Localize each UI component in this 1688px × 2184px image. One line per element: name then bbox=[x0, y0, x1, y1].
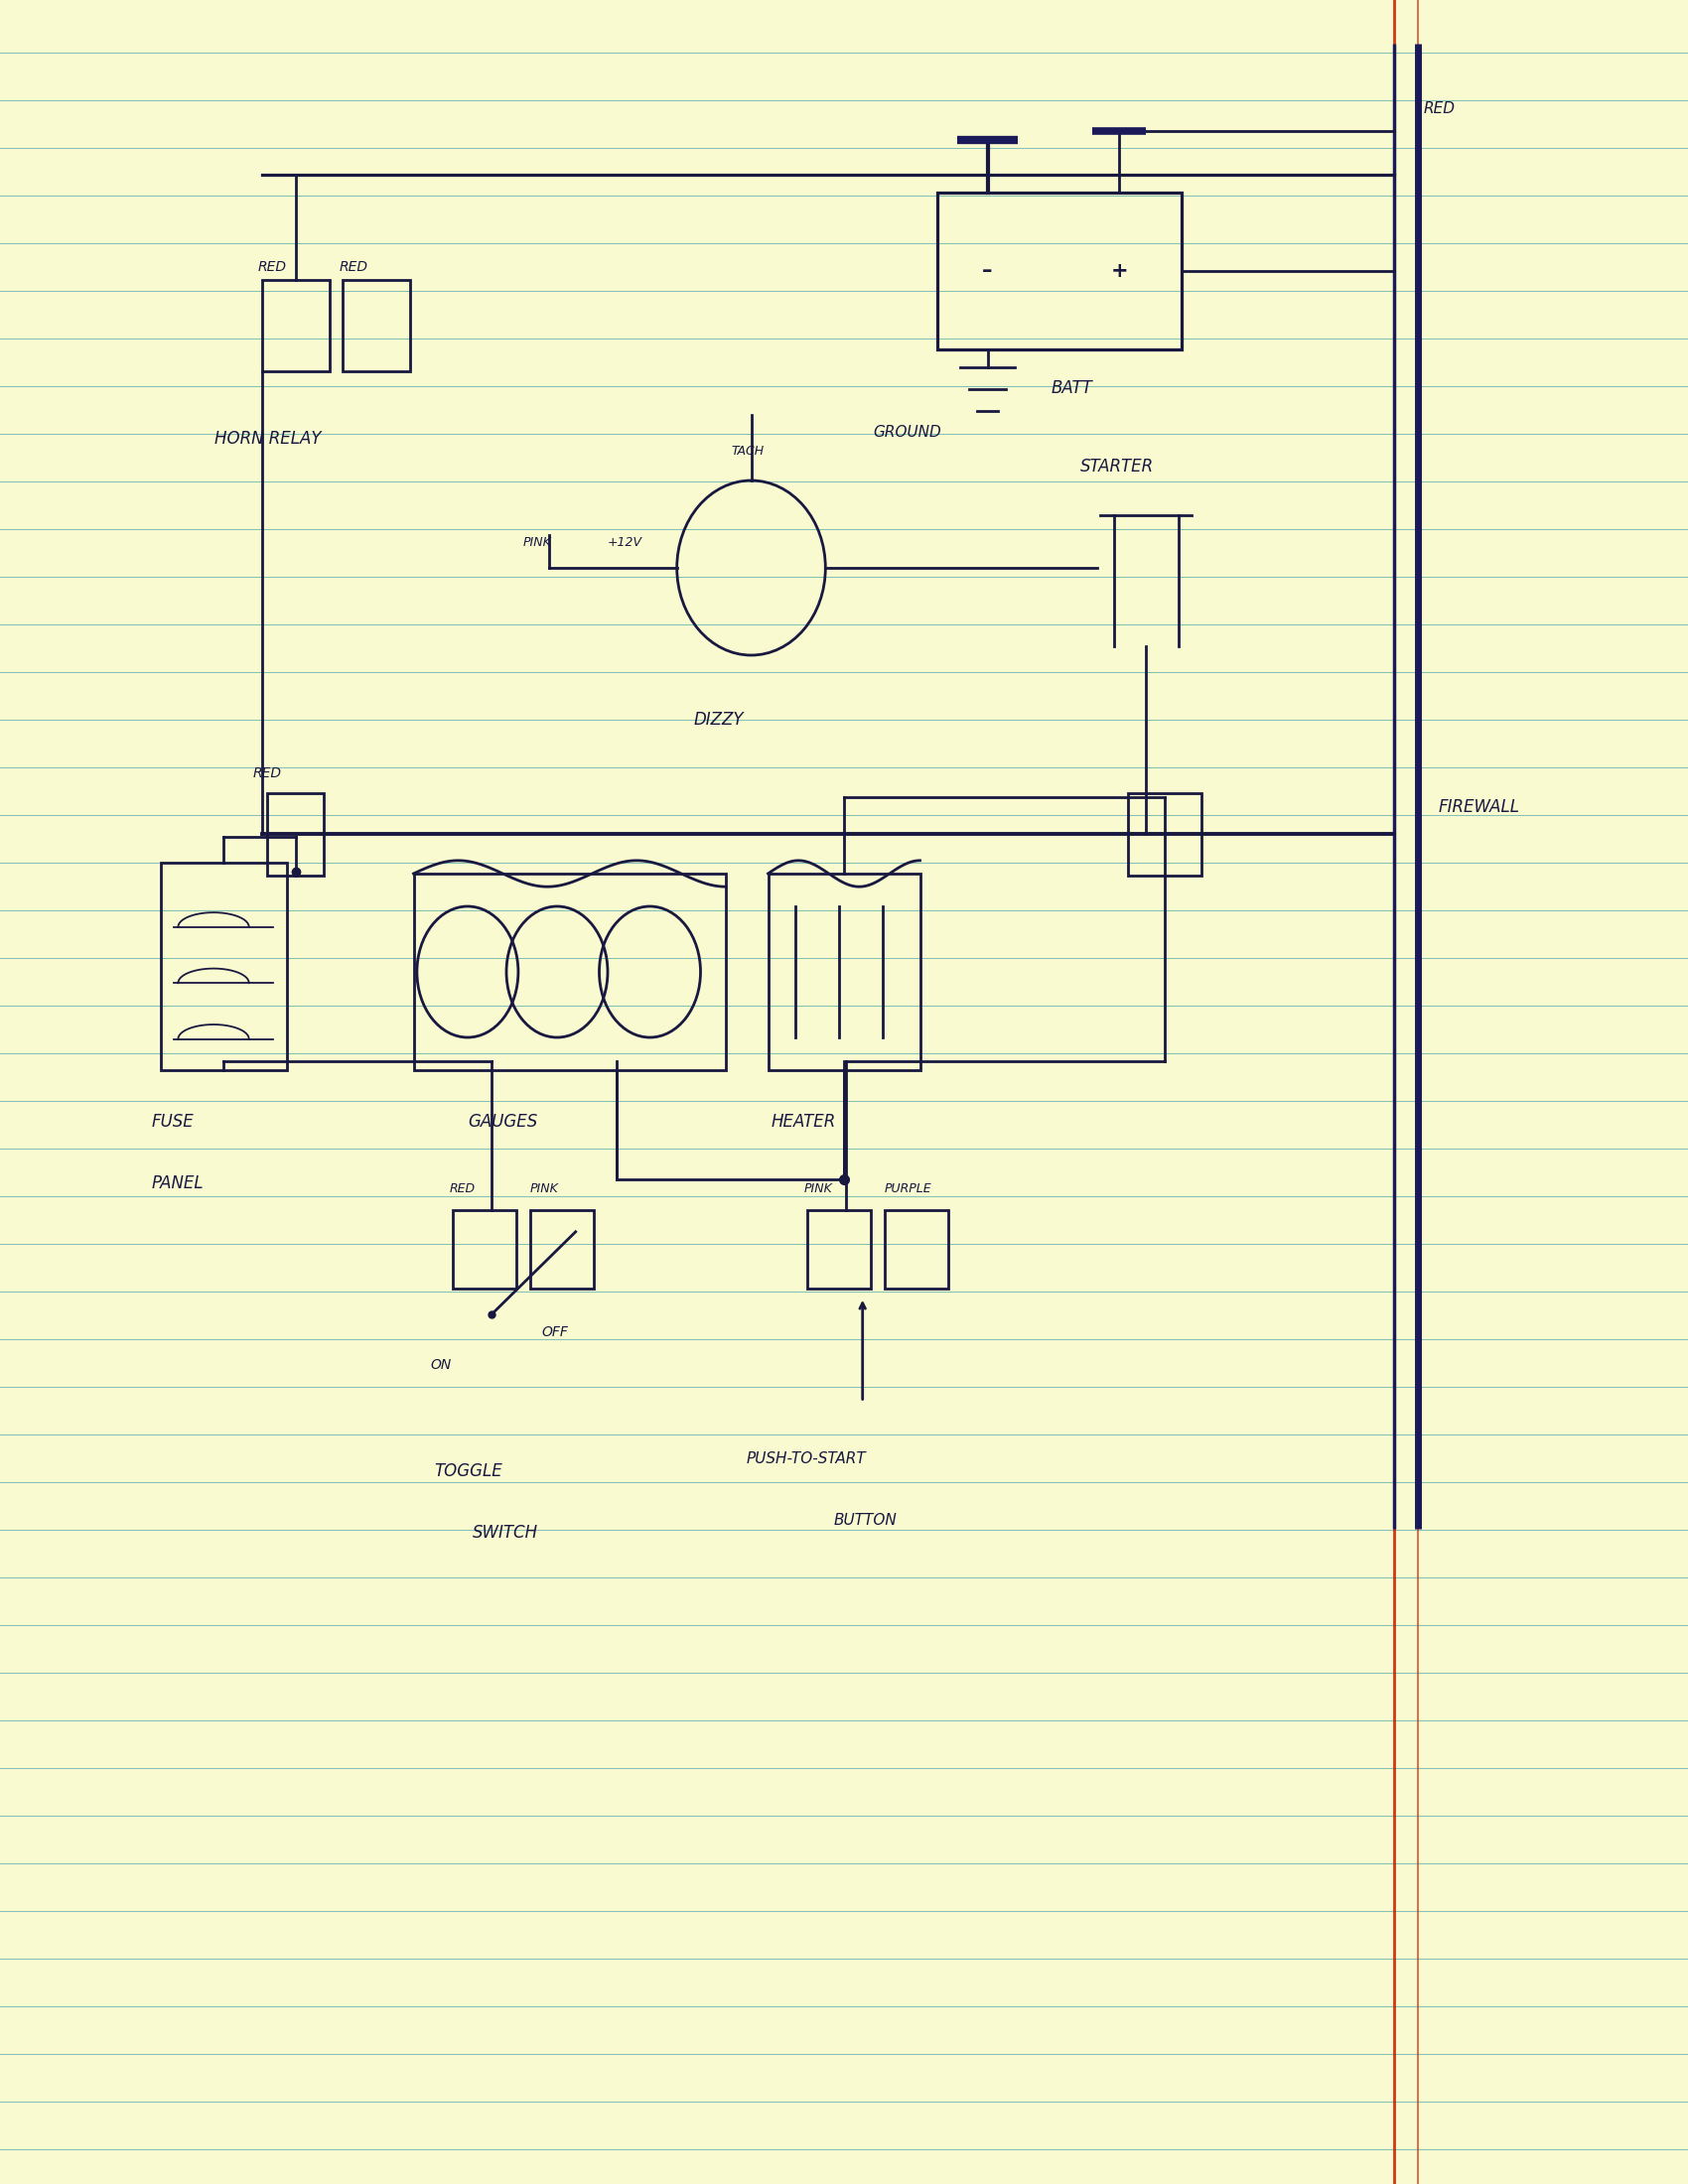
Text: HEATER: HEATER bbox=[771, 1114, 836, 1131]
Text: BATT: BATT bbox=[1052, 380, 1092, 397]
Text: HORN RELAY: HORN RELAY bbox=[214, 430, 321, 448]
Bar bbox=[262, 280, 329, 371]
Bar bbox=[885, 1210, 949, 1289]
Bar bbox=[937, 192, 1182, 349]
Text: RED: RED bbox=[253, 767, 282, 780]
Text: +12V: +12V bbox=[608, 535, 643, 548]
Text: PINK: PINK bbox=[523, 535, 552, 548]
Text: BUTTON: BUTTON bbox=[834, 1514, 898, 1527]
Text: OFF: OFF bbox=[542, 1326, 569, 1339]
Bar bbox=[1128, 793, 1202, 876]
Text: PANEL: PANEL bbox=[152, 1175, 204, 1192]
Bar bbox=[530, 1210, 594, 1289]
Text: PINK: PINK bbox=[803, 1182, 832, 1195]
Text: FIREWALL: FIREWALL bbox=[1438, 799, 1519, 817]
Text: PINK: PINK bbox=[530, 1182, 559, 1195]
Bar bbox=[452, 1210, 517, 1289]
Text: –: – bbox=[982, 260, 993, 282]
Text: RED: RED bbox=[339, 260, 368, 273]
Text: +: + bbox=[1111, 260, 1128, 282]
Text: PURPLE: PURPLE bbox=[885, 1182, 932, 1195]
Text: SWITCH: SWITCH bbox=[473, 1524, 538, 1542]
Text: ON: ON bbox=[430, 1358, 451, 1372]
Bar bbox=[267, 793, 324, 876]
Text: TOGGLE: TOGGLE bbox=[434, 1463, 501, 1481]
Text: STARTER: STARTER bbox=[1080, 459, 1155, 476]
Text: GAUGES: GAUGES bbox=[468, 1114, 537, 1131]
Text: RED: RED bbox=[258, 260, 287, 273]
Bar bbox=[807, 1210, 871, 1289]
Text: TACH: TACH bbox=[731, 443, 763, 456]
Bar bbox=[768, 874, 920, 1070]
Text: RED: RED bbox=[449, 1182, 474, 1195]
Text: RED: RED bbox=[1423, 103, 1455, 116]
Text: GROUND: GROUND bbox=[873, 426, 940, 439]
Text: DIZZY: DIZZY bbox=[694, 712, 744, 729]
Bar bbox=[160, 863, 287, 1070]
Bar bbox=[343, 280, 410, 371]
Text: FUSE: FUSE bbox=[152, 1114, 194, 1131]
Bar bbox=[414, 874, 726, 1070]
Text: PUSH-TO-START: PUSH-TO-START bbox=[746, 1452, 866, 1465]
